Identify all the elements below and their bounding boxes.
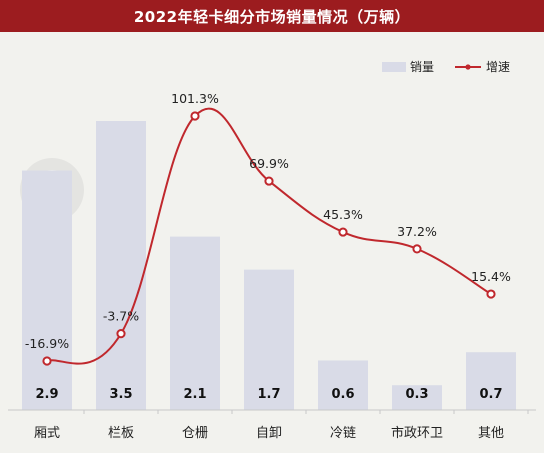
legend-label-growth: 增速	[486, 60, 510, 74]
growth-value-label: 69.9%	[249, 156, 289, 171]
category-label: 冷链	[330, 426, 356, 441]
bar-values-layer: 2.9 3.5 2.1 1.7 0.6 0.3 0.7	[35, 387, 502, 402]
growth-point	[338, 227, 348, 237]
bar-5	[318, 360, 368, 410]
category-label: 市政环卫	[391, 425, 443, 441]
chart-title: 2022年轻卡细分市场销量情况（万辆）	[0, 0, 544, 32]
bar-value-label: 2.9	[35, 387, 58, 402]
legend-swatch-growth-marker	[465, 64, 471, 70]
category-label: 其他	[478, 426, 504, 441]
category-label: 厢式	[34, 426, 60, 441]
category-label: 栏板	[108, 426, 134, 441]
growth-value-label: 45.3%	[323, 207, 363, 222]
growth-point	[412, 244, 422, 254]
bar-6	[392, 385, 442, 410]
growth-value-label: -16.9%	[25, 336, 69, 351]
growth-labels-layer: -16.9% -3.7% 101.3% 69.9% 45.3% 37.2% 15.4%	[25, 91, 511, 351]
growth-point	[486, 289, 496, 299]
category-labels: 厢式 栏板 仓栅 自卸 冷链 市政环卫 其他	[34, 410, 529, 441]
growth-point	[190, 111, 200, 121]
bar-2	[96, 121, 146, 410]
bar-value-label: 0.6	[331, 387, 354, 402]
growth-value-label: -3.7%	[103, 309, 139, 324]
growth-point	[42, 356, 52, 366]
bar-3	[170, 236, 220, 410]
growth-value-label: 101.3%	[171, 91, 219, 106]
bars-layer	[22, 121, 516, 410]
line-layer	[42, 107, 496, 366]
bar-value-label: 3.5	[109, 387, 132, 402]
category-label: 自卸	[256, 425, 282, 441]
bar-value-label: 1.7	[257, 387, 280, 402]
bar-value-label: 0.7	[479, 387, 502, 402]
category-label: 仓栅	[182, 426, 208, 441]
growth-value-label: 37.2%	[397, 224, 437, 239]
growth-point	[116, 329, 126, 339]
legend-swatch-sales	[382, 62, 406, 72]
growth-point	[264, 176, 274, 186]
legend: 销量 增速	[382, 60, 510, 74]
legend-label-sales: 销量	[410, 60, 434, 74]
bar-4	[244, 269, 294, 410]
bar-value-label: 0.3	[405, 387, 428, 402]
bar-7	[466, 352, 516, 410]
bar-value-label: 2.1	[183, 387, 206, 402]
bar-1	[22, 170, 72, 410]
growth-value-label: 15.4%	[471, 269, 511, 284]
